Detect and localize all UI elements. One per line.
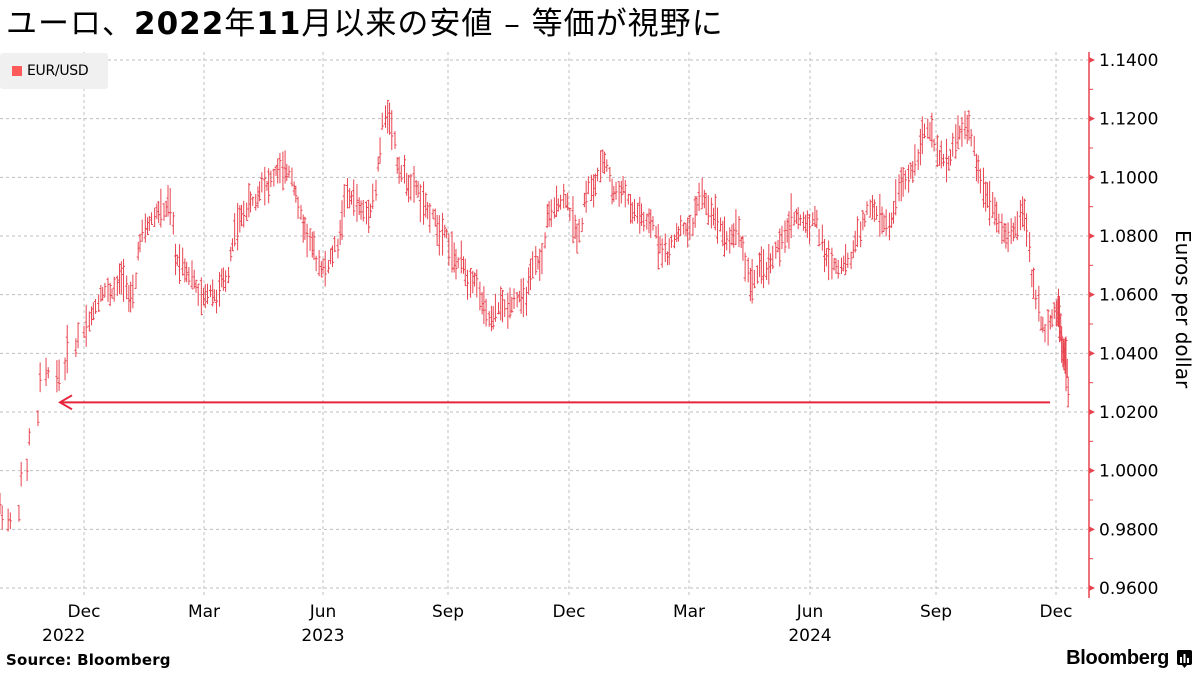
y-tick-label: 0.9800 xyxy=(1099,520,1158,540)
x-tick-label: Dec xyxy=(68,602,101,622)
x-axis: Dec 2022 Mar Jun 2023 Sep Dec Mar Jun 2024 Sep Dec xyxy=(42,602,1072,646)
y-axis: 1.1400 1.1200 1.1000 1.0800 1.0600 1.0400 1.02… xyxy=(1088,51,1158,599)
level-arrow xyxy=(58,394,1050,411)
bloomberg-chart-logo-icon xyxy=(1177,649,1192,668)
y-axis-title: Euros per dollar xyxy=(1171,230,1195,389)
gridlines xyxy=(0,52,1088,598)
x-year-label: 2022 xyxy=(42,626,85,646)
eurusd-series xyxy=(0,99,1070,532)
brand-name: Bloomberg xyxy=(1066,647,1169,669)
source-note: Source: Bloomberg xyxy=(6,651,171,669)
x-tick-label: Mar xyxy=(188,602,220,622)
x-tick-label: Mar xyxy=(673,602,705,622)
x-year-label: 2023 xyxy=(301,626,344,646)
legend: EUR/USD xyxy=(0,53,108,89)
y-tick-label: 1.0200 xyxy=(1099,403,1158,423)
y-tick-label: 1.0400 xyxy=(1099,344,1158,364)
x-year-label: 2024 xyxy=(788,626,831,646)
y-tick-label: 1.0800 xyxy=(1099,227,1158,247)
x-tick-label: Jun xyxy=(309,602,337,622)
y-tick-label: 0.9600 xyxy=(1099,579,1158,599)
y-tick-label: 1.0600 xyxy=(1099,286,1158,306)
y-tick-label: 1.0000 xyxy=(1099,462,1158,482)
y-tick-label: 1.1200 xyxy=(1099,110,1158,130)
legend-label: EUR/USD xyxy=(27,63,89,79)
y-tick-label: 1.1000 xyxy=(1099,168,1158,188)
x-tick-label: Sep xyxy=(920,602,952,622)
x-tick-label: Jun xyxy=(796,602,824,622)
x-tick-label: Dec xyxy=(1040,602,1073,622)
y-tick-label: 1.1400 xyxy=(1099,51,1158,71)
chart-title: ユーロ、2022年11月以来の安値 – 等価が視野に xyxy=(6,6,724,42)
x-tick-label: Sep xyxy=(432,602,464,622)
x-tick-label: Dec xyxy=(553,602,586,622)
bloomberg-brand: Bloomberg xyxy=(1066,647,1192,670)
legend-swatch xyxy=(12,66,22,76)
